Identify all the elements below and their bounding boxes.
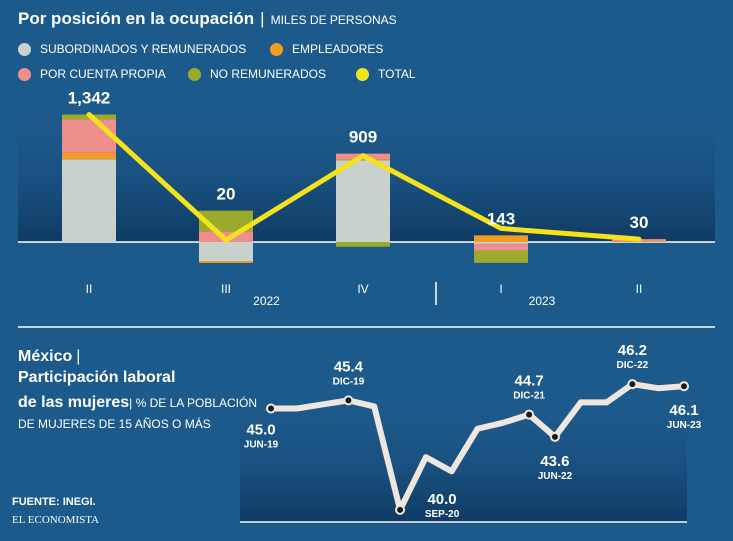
line-point-marker <box>395 504 406 515</box>
bottom-title-separator-2: | <box>129 396 136 410</box>
legend: SUBORDINADOS Y REMUNERADOS EMPLEADORES P… <box>18 42 458 92</box>
legend-label-empleadores: EMPLEADORES <box>292 42 384 56</box>
year-label: 2023 <box>529 294 556 308</box>
x-tick-label: IV <box>357 282 368 296</box>
line-point-marker <box>266 403 276 414</box>
bar-total-label: 909 <box>349 128 377 147</box>
x-tick-label: II <box>636 282 643 296</box>
legend-swatch-cuenta-propia <box>18 67 31 81</box>
bar-total-label: 143 <box>487 209 515 228</box>
bar-segment <box>62 152 116 160</box>
bar-segment <box>474 243 528 251</box>
point-value-label: 45.4 <box>334 358 364 375</box>
legend-label-total: TOTAL <box>378 67 416 81</box>
point-value-label: 43.6 <box>540 453 569 470</box>
point-date-label: DIC-21 <box>513 391 545 402</box>
legend-swatch-subordinados <box>18 42 31 56</box>
bottom-title-country: México <box>18 348 73 365</box>
bar-segment <box>62 159 116 242</box>
total-line <box>86 112 642 243</box>
point-date-label: DIC-22 <box>617 360 649 371</box>
point-value-label: 40.0 <box>427 491 456 508</box>
x-tick-label: III <box>221 282 231 296</box>
bar-total-label: 1,342 <box>68 89 111 108</box>
legend-label-no-remunerados: NO REMUNERADOS <box>210 67 327 81</box>
point-value-label: 45.0 <box>246 421 275 438</box>
bar-segment <box>336 242 390 247</box>
line-point-marker <box>627 379 638 390</box>
bar-segment <box>199 261 253 263</box>
bar-total-label: 30 <box>630 213 649 232</box>
legend-swatch-empleadores <box>270 42 283 56</box>
top-title-text: Por posición en la ocupación <box>18 9 255 28</box>
point-value-label: 44.7 <box>515 373 544 390</box>
bar-segment <box>336 160 390 242</box>
bottom-subtitle-lead: % DE LA <box>135 396 184 410</box>
bottom-chart-title: México | Participación laboral <box>18 346 175 388</box>
bottom-title-line3: de las mujeres <box>18 394 130 411</box>
point-date-label: JUN-23 <box>667 420 702 431</box>
bar-total-label: 20 <box>217 185 236 204</box>
legend-item-no-remunerados: NO REMUNERADOS <box>188 67 326 81</box>
total-line-layer <box>86 112 642 243</box>
participation-line-layer <box>266 379 689 515</box>
top-subtitle: MILES DE PERSONAS <box>270 13 397 27</box>
year-label: 2022 <box>253 294 280 308</box>
bar-segment <box>336 159 390 161</box>
point-date-label: JUN-22 <box>538 471 573 482</box>
legend-item-empleadores: EMPLEADORES <box>270 42 383 56</box>
source-note: FUENTE: INEGI. <box>12 496 96 508</box>
legend-item-total: TOTAL <box>356 67 416 81</box>
top-chart-title: Por posición en la ocupación | MILES DE PE… <box>18 9 397 29</box>
bottom-chart-subtitle: de las mujeres| % DE LA POBLACIÓN DE MUJ… <box>18 392 258 435</box>
x-tick-label: I <box>499 282 502 296</box>
point-value-label: 46.1 <box>669 402 698 419</box>
bar-segment <box>474 242 528 244</box>
legend-swatch-no-remunerados <box>188 67 201 81</box>
line-point-marker <box>549 431 560 442</box>
legend-item-cuenta-propia: POR CUENTA PROPIA <box>18 67 166 81</box>
participation-line <box>268 381 687 513</box>
bar-segment <box>62 119 116 153</box>
point-date-label: JUN-19 <box>244 439 279 450</box>
top-labels-layer: 1,342 II 20 III 909 IV 143 I 30 II 2022 2023 <box>68 89 649 308</box>
bar-segment <box>474 250 528 263</box>
bar-segment <box>199 242 253 261</box>
brand-logo-text: EL ECONOMISTA <box>12 514 100 526</box>
title-separator: | <box>260 9 265 28</box>
legend-item-subordinados: SUBORDINADOS Y REMUNERADOS <box>18 42 246 56</box>
bottom-title-separator: | <box>76 348 81 365</box>
x-tick-label: II <box>86 282 93 296</box>
point-value-label: 46.2 <box>618 342 647 359</box>
legend-label-cuenta-propia: POR CUENTA PROPIA <box>40 67 166 81</box>
point-date-label: SEP-20 <box>425 509 460 520</box>
bar-segment <box>474 235 528 242</box>
line-point-marker <box>524 409 535 420</box>
point-date-label: DIC-19 <box>333 376 365 387</box>
legend-swatch-total <box>356 67 369 81</box>
legend-label-subordinados: SUBORDINADOS Y REMUNERADOS <box>40 42 247 56</box>
line-point-marker <box>679 381 689 392</box>
bottom-title-line2: Participación laboral <box>18 369 176 386</box>
bars-layer <box>62 114 666 263</box>
line-point-marker <box>343 395 354 406</box>
bottom-subtitle-rest: POBLACIÓN DE MUJERES DE 15 AÑOS O MÁS <box>18 396 258 431</box>
